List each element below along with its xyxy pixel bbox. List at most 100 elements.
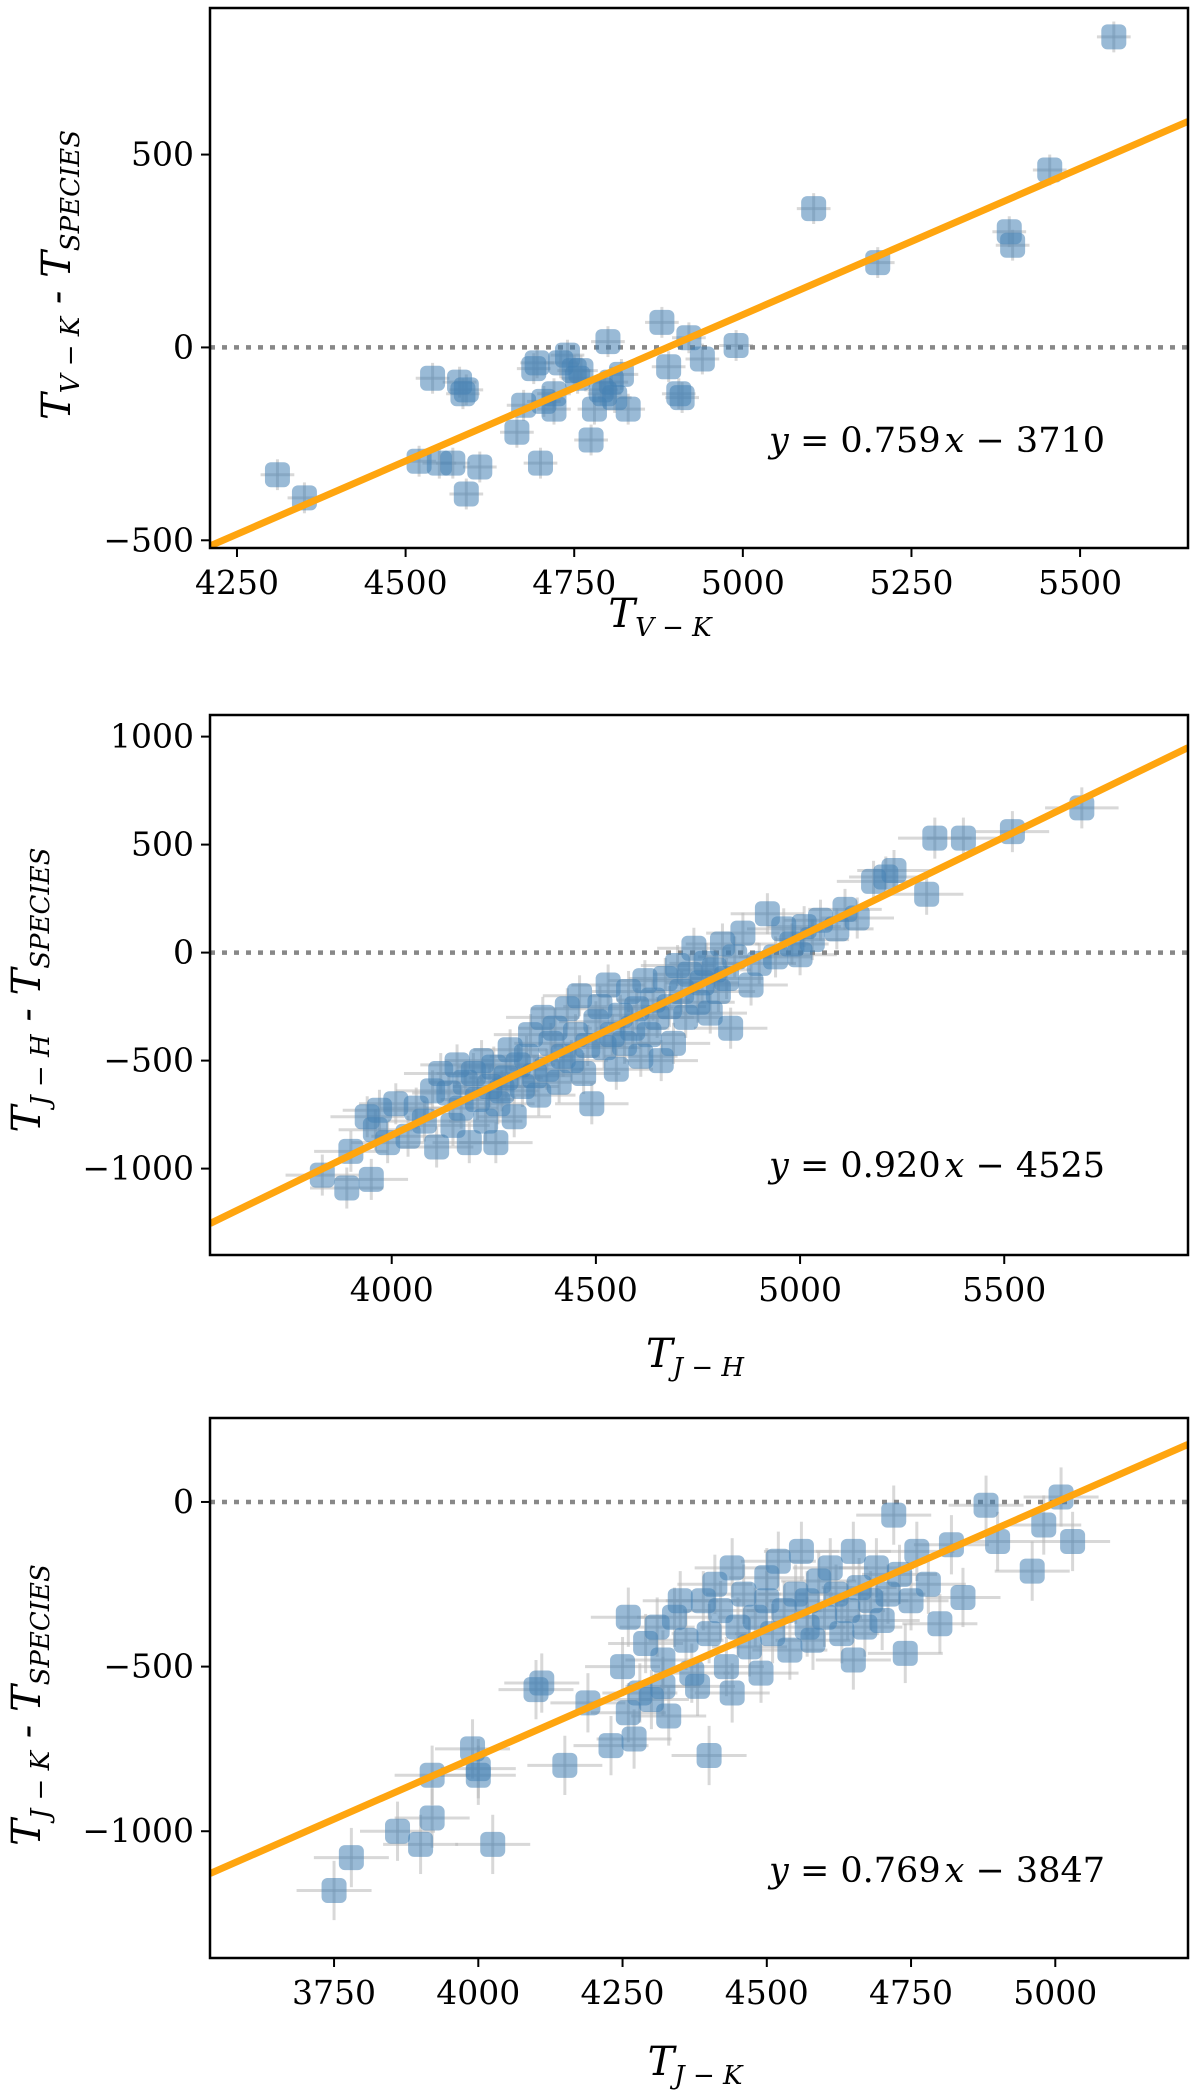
x-label-main: T <box>608 591 638 637</box>
data-point <box>264 462 290 488</box>
y-tick-label: −500 <box>103 520 194 559</box>
y-label-sub1: V − K <box>56 315 86 393</box>
regression-line <box>210 744 1188 1227</box>
data-point <box>800 1627 826 1653</box>
data-point <box>667 1588 693 1614</box>
data-point <box>632 968 658 994</box>
plot-frame <box>208 713 1190 1257</box>
data-point <box>697 1000 723 1026</box>
data-point <box>922 825 948 851</box>
x-tick-label: 5000 <box>758 1270 842 1309</box>
x-tick-label: 5250 <box>869 563 953 602</box>
data-point <box>595 972 621 998</box>
y-axis-ticks: −1000 −500 0 500 1000 <box>82 717 210 1188</box>
data-point <box>321 1878 347 1903</box>
x-label-sub: J − H <box>668 1353 746 1383</box>
data-point <box>358 1166 384 1192</box>
plot-frame <box>208 1416 1190 1960</box>
equation-slope: = 0.759 <box>789 421 941 461</box>
data-point <box>730 920 756 946</box>
y-tick-label: 0 <box>173 327 194 366</box>
data-point <box>738 972 764 998</box>
data-point <box>408 1831 434 1857</box>
chart-panel-jh: 4000 4500 5000 5500 −1000 −500 0 500 1000 y = 0… <box>4 713 1190 1383</box>
data-point <box>927 1611 953 1637</box>
x-label-main: T <box>646 1331 676 1377</box>
data-point <box>383 1091 409 1117</box>
data-point <box>1019 1558 1045 1584</box>
data-point <box>598 1733 624 1759</box>
x-label-main: T <box>648 2039 678 2085</box>
regression-line <box>210 118 1188 548</box>
data-point <box>615 1604 641 1630</box>
x-tick-label: 5000 <box>701 563 785 602</box>
equation-intercept: − 3847 <box>964 1851 1105 1891</box>
data-point <box>529 1670 555 1696</box>
x-tick-label: 4000 <box>350 1270 434 1309</box>
data-point <box>840 1647 866 1673</box>
data-point <box>985 1528 1011 1554</box>
x-tick-label: 4750 <box>532 563 616 602</box>
data-point <box>801 196 827 222</box>
data-point <box>1101 24 1127 50</box>
data-point <box>719 1555 745 1581</box>
axes-frame <box>208 1416 1190 1960</box>
data-point <box>513 1043 539 1069</box>
data-point <box>656 354 682 380</box>
data-point <box>420 365 446 391</box>
equation-intercept: − 4525 <box>964 1146 1105 1186</box>
data-point <box>424 1134 450 1160</box>
data-point <box>567 983 593 1009</box>
y-label-mid: - T <box>34 248 80 317</box>
regression-line <box>210 1441 1188 1877</box>
data-point <box>526 1082 552 1108</box>
data-point <box>615 396 641 422</box>
data-point <box>649 309 675 335</box>
data-point <box>483 1130 509 1156</box>
x-axis-label: TJ − H <box>646 1331 745 1383</box>
fit-line <box>210 1441 1188 1877</box>
data-point <box>578 427 604 453</box>
data-point <box>892 1640 918 1666</box>
data-point <box>829 1621 855 1647</box>
equation-intercept: − 3710 <box>964 421 1105 461</box>
data-point <box>453 481 479 507</box>
data-point <box>453 377 479 403</box>
chart-panel-jk: 3750 4000 4250 4500 4750 5000 −1000 −500 0 y = … <box>4 1416 1190 2091</box>
y-label-main: T <box>34 390 80 420</box>
data-point <box>621 1726 647 1752</box>
data-point <box>480 1831 506 1857</box>
y-label-sub2: SPECIES <box>56 130 86 251</box>
x-axis-ticks: 4000 4500 5000 5500 <box>350 1255 1046 1309</box>
y-label-main: T <box>4 1102 50 1132</box>
data-point <box>524 350 550 376</box>
data-point <box>542 1015 568 1041</box>
y-tick-label: 1000 <box>110 717 194 756</box>
data-point <box>689 346 715 372</box>
x-tick-label: 4500 <box>554 1270 638 1309</box>
y-tick-label: −500 <box>103 1647 194 1686</box>
y-axis-label: TJ − H - TSPECIES <box>4 848 56 1133</box>
equation-x: x <box>945 421 965 461</box>
data-point <box>568 358 594 384</box>
x-tick-label: 5500 <box>962 1270 1046 1309</box>
data-point <box>881 858 907 884</box>
data-point <box>973 1492 999 1518</box>
data-point <box>1000 232 1026 258</box>
y-axis-ticks: −1000 −500 0 <box>82 1482 210 1850</box>
y-label-sub2: SPECIES <box>26 1564 56 1685</box>
y-label-mid: - T <box>4 1682 50 1751</box>
y-tick-label: 0 <box>173 1482 194 1521</box>
data-point <box>1031 1512 1057 1538</box>
chart-panel-vk: 4250 4500 4750 5000 5250 5500 −500 0 500 y = 0.… <box>34 6 1190 643</box>
data-point <box>713 1654 739 1680</box>
equation-slope: = 0.769 <box>789 1851 941 1891</box>
data-point <box>777 1637 803 1663</box>
data-points <box>309 795 1095 1201</box>
data-point <box>440 450 466 476</box>
equation-slope: = 0.920 <box>789 1146 941 1186</box>
data-point <box>1060 1528 1086 1554</box>
data-point <box>731 1581 757 1607</box>
data-point <box>723 333 749 358</box>
data-point <box>338 1845 364 1871</box>
